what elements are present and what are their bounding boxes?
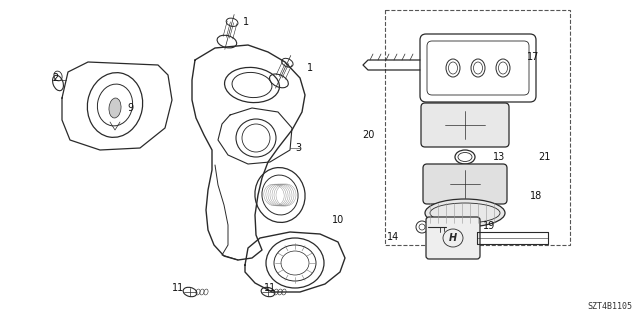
Text: 1: 1 bbox=[307, 63, 313, 73]
Text: 14: 14 bbox=[387, 232, 399, 242]
Text: 21: 21 bbox=[538, 152, 550, 162]
Text: 10: 10 bbox=[332, 215, 344, 225]
Text: 11: 11 bbox=[172, 283, 184, 293]
Text: 18: 18 bbox=[530, 191, 542, 201]
Text: 11: 11 bbox=[264, 283, 276, 293]
FancyBboxPatch shape bbox=[421, 103, 509, 147]
Text: 1: 1 bbox=[243, 17, 249, 27]
Ellipse shape bbox=[109, 98, 121, 118]
Text: SZT4B1105: SZT4B1105 bbox=[587, 302, 632, 311]
Text: 13: 13 bbox=[493, 152, 505, 162]
Text: 17: 17 bbox=[527, 52, 539, 62]
FancyBboxPatch shape bbox=[426, 217, 480, 259]
Text: H: H bbox=[449, 233, 457, 243]
Text: 20: 20 bbox=[362, 130, 374, 140]
Bar bbox=[385, 10, 570, 245]
Text: 19: 19 bbox=[483, 221, 495, 231]
FancyBboxPatch shape bbox=[423, 164, 507, 204]
Text: 2: 2 bbox=[52, 73, 58, 83]
Text: 3: 3 bbox=[295, 143, 301, 153]
Text: 9: 9 bbox=[127, 103, 133, 113]
Ellipse shape bbox=[425, 199, 505, 227]
